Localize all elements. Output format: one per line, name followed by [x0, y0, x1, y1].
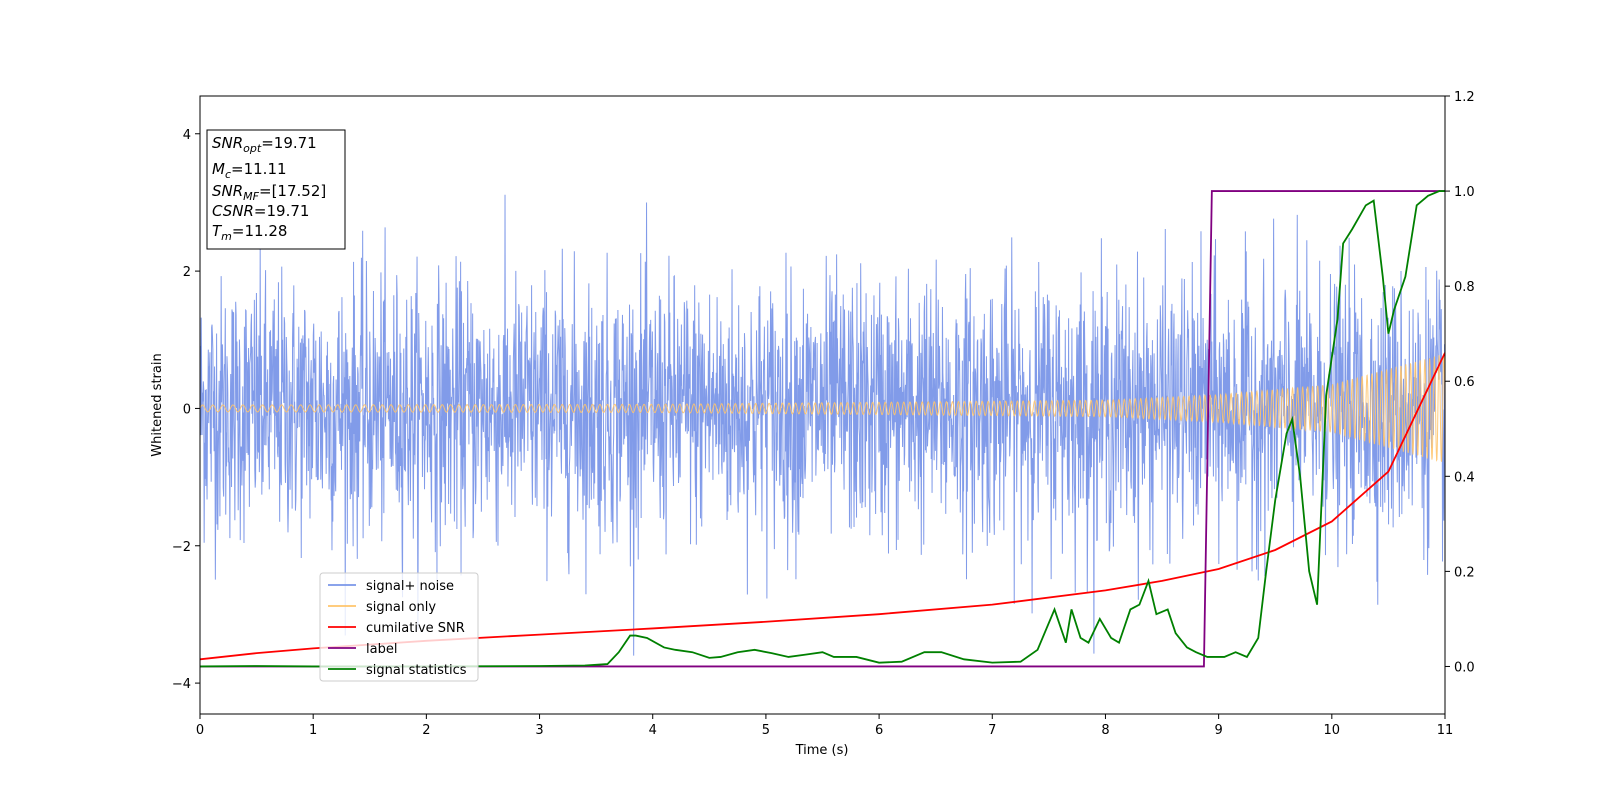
legend-label: signal statistics — [366, 663, 467, 678]
stats-symbol: CSNR — [212, 202, 254, 220]
stats-subscript: m — [221, 230, 232, 243]
legend-label: signal only — [366, 600, 436, 615]
stats-value: =11.11 — [231, 160, 287, 178]
y-tick-label: 2 — [183, 265, 191, 280]
x-tick-label: 7 — [988, 723, 996, 738]
y-tick-label: −2 — [172, 540, 191, 555]
x-axis-label: Time (s) — [795, 743, 849, 758]
y2-tick-label: 0.8 — [1454, 280, 1475, 295]
x-tick-label: 1 — [309, 723, 317, 738]
stats-line: Mc=11.11 — [212, 160, 287, 181]
series-label-line — [200, 190, 1445, 668]
x-tick-label: 11 — [1437, 723, 1454, 738]
legend-label: label — [366, 642, 397, 657]
x-tick-label: 8 — [1101, 723, 1109, 738]
x-tick-label: 6 — [875, 723, 883, 738]
stats-value: =19.71 — [261, 134, 317, 152]
series-signal-statistics-line — [200, 190, 1445, 668]
stats-symbol: T — [212, 222, 223, 240]
stats-value: =[17.52] — [259, 182, 326, 200]
legend-label: cumilative SNR — [366, 621, 465, 636]
y2-tick-label: 0.0 — [1454, 660, 1475, 675]
y2-tick-label: 0.4 — [1454, 470, 1475, 485]
x-tick-label: 9 — [1214, 723, 1222, 738]
x-tick-label: 10 — [1324, 723, 1341, 738]
stats-subscript: opt — [243, 142, 262, 155]
x-tick-label: 4 — [649, 723, 657, 738]
stats-subscript: MF — [243, 190, 259, 203]
y-axis-right: 0.0 0.2 0.4 0.6 0.8 1.0 1.2 — [1445, 90, 1475, 675]
stats-symbol: M — [212, 160, 225, 178]
stats-symbol: SNR — [212, 134, 243, 152]
stats-annotation-box: SNRopt=19.71Mc=11.11SNRMF=[17.52]CSNR=19… — [206, 129, 346, 250]
stats-line: SNRopt=19.71 — [212, 134, 317, 155]
stats-value: =11.28 — [232, 222, 288, 240]
x-tick-label: 5 — [762, 723, 770, 738]
x-tick-label: 3 — [535, 723, 543, 738]
stats-value: =19.71 — [254, 202, 310, 220]
stats-line: CSNR=19.71 — [212, 202, 309, 220]
legend: signal+ noise signal only cumilative SNR la… — [319, 572, 479, 682]
stats-line: SNRMF=[17.52] — [212, 182, 326, 203]
legend-label: signal+ noise — [366, 579, 454, 594]
y-tick-label: 0 — [183, 402, 191, 417]
stats-line: Tm=11.28 — [212, 222, 287, 243]
stats-subscript: c — [225, 168, 231, 181]
y-axis-label: Whitened strain — [150, 353, 165, 456]
y-axis-left: −4 −2 0 2 4 — [172, 128, 200, 692]
y2-tick-label: 0.2 — [1454, 565, 1475, 580]
x-tick-label: 0 — [196, 723, 204, 738]
y2-tick-label: 1.0 — [1454, 185, 1475, 200]
x-axis: 0 1 2 3 4 5 6 7 8 9 10 11 — [196, 714, 1453, 738]
y2-tick-label: 0.6 — [1454, 375, 1475, 390]
series-signal-only-line — [200, 353, 1445, 462]
axes-frame — [199, 95, 1446, 715]
y-tick-label: −4 — [172, 677, 191, 692]
y2-tick-label: 1.2 — [1454, 90, 1475, 105]
stats-symbol: SNR — [212, 182, 243, 200]
y-tick-label: 4 — [183, 128, 191, 143]
x-tick-label: 2 — [422, 723, 430, 738]
